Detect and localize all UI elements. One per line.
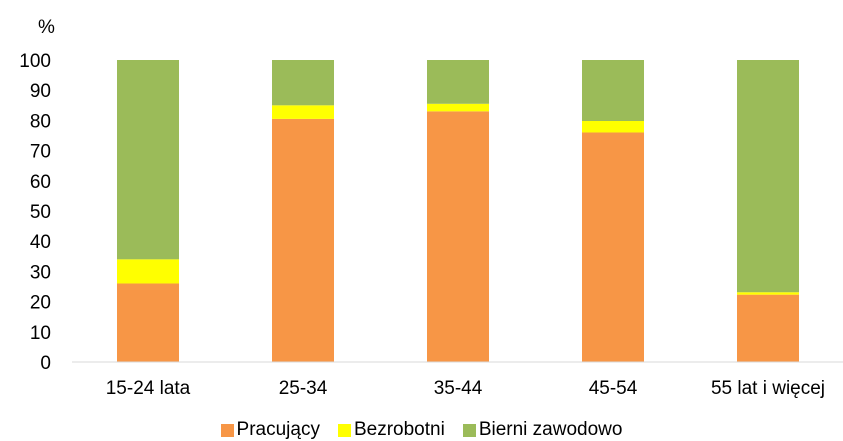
y-tick-label: 50 bbox=[30, 202, 51, 223]
bar-segment-bezrobotni-15-24-lata bbox=[117, 259, 179, 284]
bar-segment-bierni-zawodowo-15-24-lata bbox=[117, 60, 179, 260]
bar-segment-pracujacy-25-34 bbox=[272, 118, 334, 362]
legend-swatch-bezrobotni bbox=[337, 423, 351, 437]
y-tick-label: 40 bbox=[30, 232, 51, 253]
y-axis-ticks: 0 10 20 30 40 50 60 70 80 90 100 bbox=[19, 51, 51, 374]
y-tick-label: 20 bbox=[30, 293, 51, 314]
legend-label-bierni-zawodowo: Bierni zawodowo bbox=[478, 419, 623, 440]
legend-label-bezrobotni: Bezrobotni bbox=[353, 419, 445, 440]
bar-segment-pracujacy-35-44 bbox=[427, 111, 489, 362]
x-tick-label: 55 lat i więcej bbox=[711, 378, 825, 399]
x-tick-label: 45-54 bbox=[589, 378, 638, 399]
y-tick-label: 0 bbox=[40, 353, 51, 374]
legend: Pracujący Bezrobotni Bierni zawodowo bbox=[0, 419, 843, 441]
bar-segment-bezrobotni-25-34 bbox=[272, 105, 334, 119]
x-tick-label: 15-24 lata bbox=[106, 378, 191, 399]
y-tick-label: 90 bbox=[30, 81, 51, 102]
y-axis-unit-label: % bbox=[38, 17, 55, 38]
legend-item-bezrobotni: Bezrobotni bbox=[337, 419, 445, 441]
x-tick-label: 35-44 bbox=[434, 378, 483, 399]
bar-segment-bierni-zawodowo-45-54 bbox=[582, 60, 644, 122]
y-tick-label: 80 bbox=[30, 111, 51, 132]
bar-segment-bezrobotni-35-44 bbox=[427, 103, 489, 112]
bar-segment-bezrobotni-45-54 bbox=[582, 121, 644, 133]
x-axis-labels: 15-24 lata 25-34 35-44 45-54 55 lat i więcej bbox=[106, 378, 825, 399]
x-tick-label: 25-34 bbox=[279, 378, 328, 399]
legend-swatch-bierni-zawodowo bbox=[462, 423, 476, 437]
legend-swatch-pracujacy bbox=[220, 423, 234, 437]
stacked-bar-chart: % 0 10 20 30 40 50 60 70 80 90 100 15-24 lata 25-34… bbox=[19, 17, 843, 399]
y-tick-label: 30 bbox=[30, 262, 51, 283]
bar-segment-pracujacy-15-24-lata bbox=[117, 283, 179, 362]
bar-segment-bierni-zawodowo-35-44 bbox=[427, 60, 489, 104]
y-tick-label: 60 bbox=[30, 172, 51, 193]
bars bbox=[117, 60, 799, 362]
y-tick-label: 100 bbox=[19, 51, 51, 72]
legend-label-pracujacy: Pracujący bbox=[236, 419, 320, 440]
y-tick-label: 10 bbox=[30, 323, 51, 344]
bar-segment-pracujacy-55-lat-i-wiecej bbox=[737, 294, 799, 362]
bar-segment-bierni-zawodowo-25-34 bbox=[272, 60, 334, 106]
bar-segment-bierni-zawodowo-55-lat-i-wiecej bbox=[737, 60, 799, 293]
legend-item-pracujacy: Pracujący bbox=[220, 419, 320, 441]
y-tick-label: 70 bbox=[30, 142, 51, 163]
bar-segment-bezrobotni-55-lat-i-wiecej bbox=[737, 292, 799, 295]
bar-segment-pracujacy-45-54 bbox=[582, 132, 644, 362]
legend-item-bierni-zawodowo: Bierni zawodowo bbox=[462, 419, 623, 441]
